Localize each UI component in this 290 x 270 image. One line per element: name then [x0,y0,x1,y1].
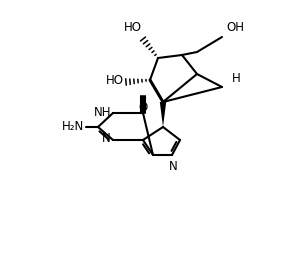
Text: HO: HO [124,21,142,34]
Text: H₂N: H₂N [62,120,84,133]
Text: OH: OH [226,21,244,34]
Text: NH: NH [93,106,111,120]
Text: N: N [102,133,111,146]
Text: HO: HO [106,75,124,87]
Text: O: O [138,101,148,114]
Polygon shape [160,102,166,127]
Text: H: H [232,72,241,85]
Text: N: N [168,160,177,173]
